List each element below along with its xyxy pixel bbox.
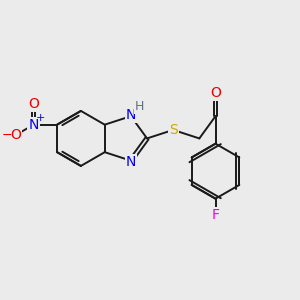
Text: N: N (126, 155, 136, 169)
Text: O: O (11, 128, 21, 142)
Text: +: + (36, 113, 45, 123)
Text: O: O (210, 86, 221, 100)
Text: S: S (169, 123, 178, 137)
Text: O: O (28, 97, 39, 111)
Text: −: − (2, 128, 12, 142)
Text: N: N (126, 108, 136, 122)
Text: N: N (28, 118, 39, 132)
Text: F: F (212, 208, 220, 222)
Text: H: H (134, 100, 144, 113)
